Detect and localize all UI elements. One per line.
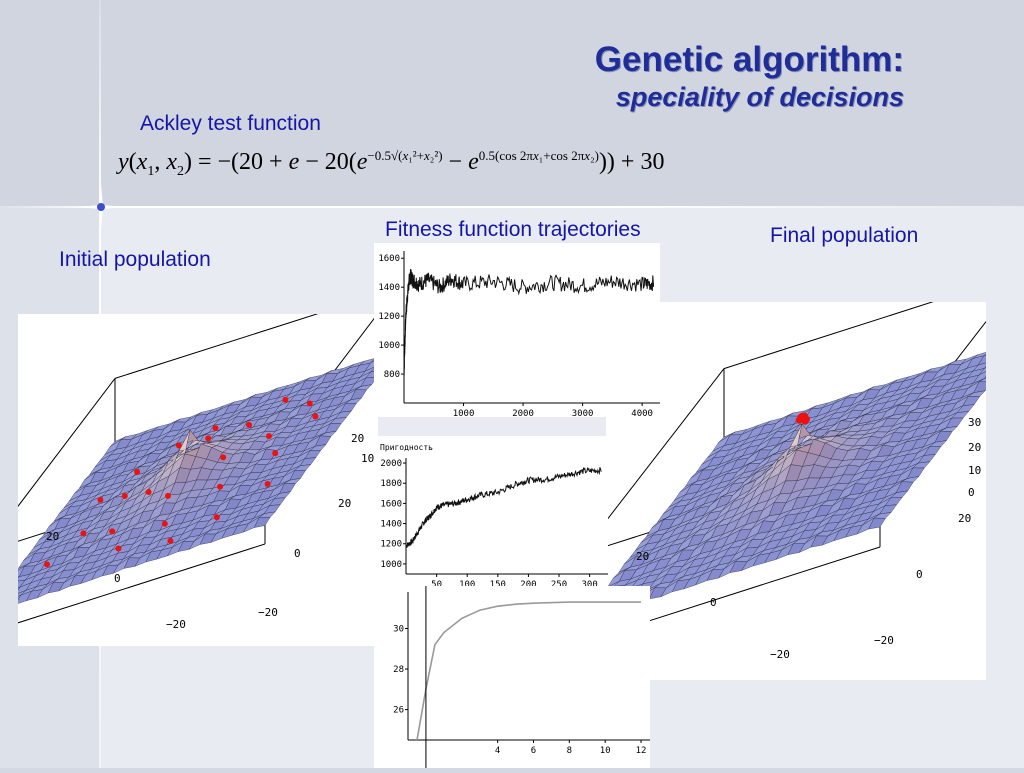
z-tick-label: 10	[968, 464, 981, 477]
x-tick-label: −20	[258, 606, 278, 619]
y-tick-label: 1800	[380, 479, 402, 489]
slide-title: Genetic algorithm: speciality of decisio…	[595, 40, 904, 114]
population-point	[312, 413, 319, 420]
y-tick-label: 0	[114, 572, 121, 585]
y-tick-label: 1200	[380, 540, 402, 550]
x-tick-label: 150	[490, 580, 506, 588]
population-point	[212, 425, 219, 432]
x-tick-label: 0	[916, 568, 923, 581]
series-line	[416, 601, 641, 741]
population-point	[803, 415, 811, 423]
initial-surface-svg: 20 10 20 0 −20 20 0 −20	[0, 287, 399, 631]
x-tick-label: 100	[459, 580, 475, 588]
z-tick-label: 20	[968, 441, 981, 454]
sparkle-icon	[78, 184, 124, 230]
y-tick-label: 28	[393, 665, 404, 675]
population-point	[272, 450, 279, 457]
x-tick-label: 12	[636, 746, 647, 756]
title-line2: speciality of decisions	[615, 82, 904, 112]
x-tick-label: 1000	[453, 409, 475, 417]
x-tick-label: 8	[567, 746, 572, 756]
population-point	[165, 492, 171, 499]
x-tick-label: 200	[520, 580, 536, 588]
x-tick-label: 0	[294, 547, 301, 560]
population-point	[217, 483, 223, 490]
fitness-chart-3: 30 28 26 4 6 8 10 12	[374, 586, 650, 768]
fitness-chart-1: 1600 1400 1200 1000 800 1000 2000 3000 4000	[374, 243, 660, 419]
population-point	[266, 433, 272, 440]
x-tick-label: −20	[874, 634, 894, 647]
population-point	[145, 489, 152, 495]
population-point	[109, 528, 116, 535]
top-band	[0, 0, 1024, 208]
fitness-chart-1-svg: 1600 1400 1200 1000 800 1000 2000 3000 4000	[378, 251, 660, 419]
y-tick-label: 20	[636, 550, 649, 563]
population-point	[134, 468, 141, 475]
title-line1: Genetic algorithm:	[594, 40, 904, 79]
y-tick-label: 1000	[380, 560, 402, 570]
x-tick-label: 4000	[631, 409, 653, 417]
x-tick-label: 300	[582, 580, 598, 588]
x-tick-label: 20	[338, 497, 351, 510]
y-tick-label: 2000	[380, 459, 402, 469]
series-line	[405, 466, 602, 548]
population-point	[205, 435, 212, 442]
x-tick-label: 3000	[572, 409, 594, 417]
x-tick-label: 20	[958, 512, 971, 525]
y-tick-label: 20	[46, 530, 59, 543]
final-population-label: Final population	[770, 224, 919, 247]
z-tick-label: 10	[361, 452, 374, 465]
final-population-plot: 30 20 10 0 20 0 −20 20 0 −20	[578, 272, 1024, 680]
y-tick-label: 1600	[378, 254, 400, 264]
y-tick-label: 1400	[380, 520, 402, 530]
ackley-label: Ackley test function	[140, 112, 321, 135]
x-tick-label: 250	[551, 580, 567, 588]
y-tick-label: 800	[384, 370, 400, 380]
y-axis-label: Пригодность	[380, 443, 433, 452]
initial-population-plot: 20 10 20 0 −20 20 0 −20	[0, 287, 399, 646]
y-tick-label: 26	[393, 706, 404, 716]
fitness-trajectories-label: Fitness function trajectories	[385, 218, 641, 241]
z-tick-label: 20	[351, 432, 364, 445]
fitness-chart-2: 2000 1800 1600 1400 1200 1000 50 100 150 200 250 30…	[374, 436, 608, 590]
population-point	[213, 514, 220, 521]
population-point	[220, 454, 227, 461]
x-tick-label: 6	[531, 746, 536, 756]
y-tick-label: 0	[710, 596, 717, 609]
population-point	[797, 413, 805, 421]
population-point	[246, 421, 252, 428]
population-point	[44, 561, 50, 568]
x-tick-label: 10	[600, 746, 611, 756]
population-point	[167, 537, 174, 544]
population-point	[161, 520, 168, 527]
population-point	[306, 400, 313, 407]
y-tick-label: 1600	[380, 499, 402, 509]
fitness-chart-3-svg: 30 28 26 4 6 8 10 12	[393, 586, 650, 768]
y-tick-label: −20	[166, 618, 186, 631]
population-point	[282, 396, 289, 403]
z-tick-label: 0	[968, 486, 975, 499]
y-tick-label: 1400	[378, 283, 400, 293]
x-tick-label: 50	[431, 580, 442, 588]
y-tick-label: 1000	[378, 341, 400, 351]
fitness-chart-2-svg: 2000 1800 1600 1400 1200 1000 50 100 150 200 250 30…	[380, 443, 608, 590]
initial-population-label: Initial population	[59, 248, 211, 271]
decor-horizontal-line	[0, 206, 1024, 208]
population-point	[121, 493, 128, 499]
x-tick-label: 4	[495, 746, 500, 756]
population-point	[80, 530, 87, 537]
final-surface-svg: 30 20 10 0 20 0 −20 20 0 −20	[578, 272, 1024, 661]
population-point	[264, 481, 271, 487]
population-point	[115, 545, 122, 552]
x-tick-label: 2000	[512, 409, 534, 417]
ackley-formula: y(x1, x2) = −(20 + e − 20(e−0.5√(x₁²+x₂²…	[118, 148, 665, 179]
y-tick-label: 30	[393, 624, 404, 634]
population-point	[175, 442, 182, 449]
y-tick-label: −20	[770, 648, 790, 661]
series-line	[403, 269, 655, 377]
population-point	[97, 496, 104, 503]
z-tick-label: 30	[968, 416, 981, 429]
y-tick-label: 1200	[378, 312, 400, 322]
